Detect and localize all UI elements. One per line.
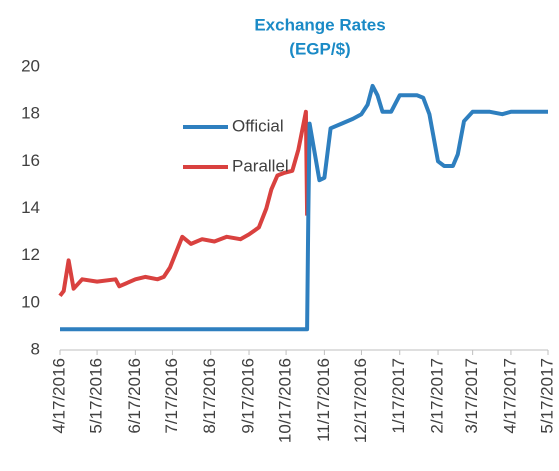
x-tick-label: 7/17/2016	[162, 358, 181, 434]
x-tick-label: 11/17/2016	[314, 358, 333, 442]
y-tick-label: 12	[21, 245, 40, 264]
y-tick-label: 16	[21, 151, 40, 170]
x-tick-label: 6/17/2016	[125, 358, 144, 434]
x-tick-label: 3/17/2017	[462, 358, 481, 434]
x-tick-label: 8/17/2016	[200, 358, 219, 434]
y-tick-label: 18	[21, 104, 40, 123]
chart-title: Exchange Rates	[254, 15, 385, 34]
x-tick-label: 5/17/2016	[87, 358, 106, 434]
line-series	[58, 109, 310, 298]
x-tick-label: 12/17/2016	[351, 358, 370, 443]
y-tick-label: 14	[21, 198, 40, 217]
y-tick-label: 20	[21, 56, 40, 75]
x-tick-label: 4/17/2017	[500, 358, 519, 434]
legend-label: Official	[232, 116, 284, 135]
x-tick-label: 4/17/2016	[49, 358, 68, 434]
x-tick-label: 2/17/2017	[428, 358, 447, 434]
chart-subtitle: (EGP/$)	[289, 39, 350, 58]
x-tick-label: 10/17/2016	[276, 358, 295, 443]
legend-label: Parallel	[232, 156, 289, 175]
line-series	[60, 83, 548, 332]
x-tick-label: 5/17/2017	[537, 358, 556, 434]
x-tick-label: 1/17/2017	[389, 358, 408, 434]
x-tick-label: 9/17/2016	[239, 358, 258, 434]
y-tick-label: 10	[21, 292, 40, 311]
y-tick-label: 8	[31, 339, 40, 358]
